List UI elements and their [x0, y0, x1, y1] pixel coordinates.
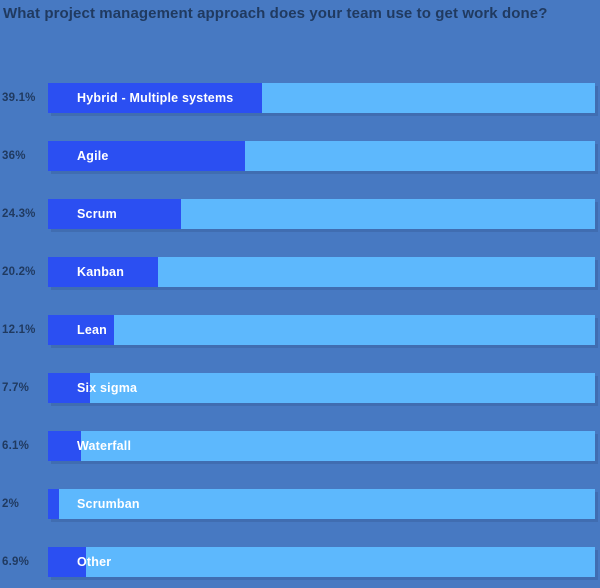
- bar-track: Scrumban: [48, 489, 595, 519]
- percent-label: 7.7%: [2, 382, 30, 394]
- bar-fill: [48, 431, 82, 461]
- percent-label: 36%: [2, 150, 26, 162]
- bar-row: 6.1% Waterfall: [0, 431, 600, 461]
- bar-fill: [48, 315, 115, 345]
- bar-rows: 39.1% Hybrid - Multiple systems 36% Agile 24…: [0, 83, 600, 588]
- bar-fill: [48, 141, 245, 171]
- bar-track: Six sigma: [48, 373, 595, 403]
- bar-fill: [48, 257, 159, 287]
- percent-label: 12.1%: [2, 324, 36, 336]
- percent-label: 20.2%: [2, 266, 36, 278]
- bar-label: Scrumban: [77, 497, 140, 511]
- chart-title: What project management approach does yo…: [3, 5, 548, 22]
- bar-fill: [48, 547, 86, 577]
- bar-row: 24.3% Scrum: [0, 199, 600, 229]
- percent-label: 39.1%: [2, 92, 36, 104]
- bar-row: 7.7% Six sigma: [0, 373, 600, 403]
- bar-label: Kanban: [77, 265, 125, 279]
- bar-label: Scrum: [77, 207, 117, 221]
- percent-label: 24.3%: [2, 208, 36, 220]
- percent-label: 6.9%: [2, 556, 30, 568]
- bar-track: Agile: [48, 141, 595, 171]
- bar-track: Hybrid - Multiple systems: [48, 83, 595, 113]
- bar-track: Other: [48, 547, 595, 577]
- bar-fill: [48, 199, 181, 229]
- bar-track: Kanban: [48, 257, 595, 287]
- percent-label: 2%: [2, 498, 20, 510]
- bar-track: Scrum: [48, 199, 595, 229]
- bar-label: Six sigma: [77, 381, 138, 395]
- bar-row: 39.1% Hybrid - Multiple systems: [0, 83, 600, 113]
- bar-row: 36% Agile: [0, 141, 600, 171]
- bar-track: Lean: [48, 315, 595, 345]
- bar-row: 12.1% Lean: [0, 315, 600, 345]
- bar-row: 6.9% Other: [0, 547, 600, 577]
- bar-label: Agile: [77, 149, 109, 163]
- bar-fill: [48, 373, 91, 403]
- bar-label: Hybrid - Multiple systems: [77, 91, 234, 105]
- percent-label: 6.1%: [2, 440, 30, 452]
- bar-fill: [48, 489, 59, 519]
- bar-track: Waterfall: [48, 431, 595, 461]
- bar-label: Lean: [77, 323, 107, 337]
- bar-row: 2% Scrumban: [0, 489, 600, 519]
- bar-row: 20.2% Kanban: [0, 257, 600, 287]
- bar-label: Other: [77, 555, 112, 569]
- bar-fill: [48, 83, 262, 113]
- bar-label: Waterfall: [77, 439, 132, 453]
